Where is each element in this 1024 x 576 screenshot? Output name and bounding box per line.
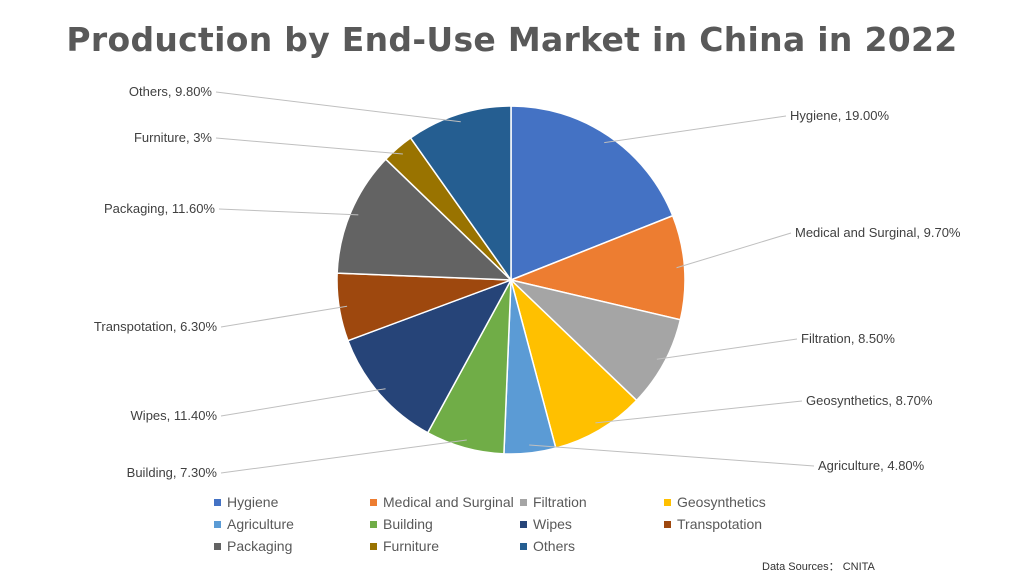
legend-item: Building (370, 516, 433, 532)
legend-label: Transpotation (677, 516, 763, 532)
legend-item: Transpotation (664, 516, 762, 532)
pie-slice-medical-and-surginal (508, 214, 686, 321)
data-label: Filtration, 8.50% (801, 331, 895, 346)
legend-item: Agriculture (214, 516, 294, 532)
legend-label: Packaging (227, 538, 293, 554)
leader-line (220, 439, 467, 474)
legend-item: Wipes (520, 516, 572, 532)
data-label: Geosynthetics, 8.70% (806, 393, 933, 408)
data-label: Transpotation, 6.30% (94, 319, 218, 334)
leader-line (529, 444, 815, 467)
pie-slice-filtration (508, 278, 682, 402)
legend-item: Packaging (214, 538, 292, 554)
legend-label: Medical and Surginal (383, 494, 514, 510)
leader-line (220, 388, 386, 417)
leader-line (218, 208, 359, 216)
data-label: Wipes, 11.40% (131, 408, 218, 423)
legend-swatch (520, 520, 527, 528)
legend-label: Others (533, 538, 576, 554)
legend-item: Geosynthetics (664, 494, 766, 510)
data-label: Agriculture, 4.80% (818, 458, 925, 473)
pie-slice-hygiene (510, 105, 674, 282)
legend-swatch (214, 542, 221, 550)
pie-slice-geosynthetics (509, 277, 638, 450)
legend-label: Furniture (383, 538, 440, 554)
legend-swatch (370, 542, 377, 550)
leader-line (215, 137, 403, 155)
leader-line (215, 91, 461, 123)
leader-line (676, 232, 792, 269)
legend-item: Furniture (370, 538, 439, 554)
legend-swatch (370, 498, 377, 506)
chart-title: Production by End-Use Market in China in… (66, 20, 958, 59)
legend-item: Medical and Surginal (370, 494, 514, 510)
data-label: Medical and Surginal, 9.70% (795, 225, 961, 240)
legend-item: Others (520, 538, 575, 554)
legend-label: Filtration (533, 494, 587, 510)
leader-line (595, 400, 803, 424)
legend-swatch (370, 520, 377, 528)
leader-line (220, 305, 348, 328)
data-label: Others, 9.80% (129, 84, 213, 99)
pie-slice-others (409, 105, 512, 283)
legend-swatch (664, 498, 671, 506)
data-label: Hygiene, 19.00% (790, 108, 889, 123)
legend-swatch (520, 542, 527, 550)
legend-swatch (214, 498, 221, 506)
legend-label: Agriculture (227, 516, 294, 532)
data-label: Building, 7.30% (127, 465, 218, 480)
data-source-note: Data Sources： CNITA (762, 561, 875, 573)
legend-swatch (664, 520, 671, 528)
legend-swatch (214, 520, 221, 528)
legend-label: Geosynthetics (677, 494, 766, 510)
legend-item: Hygiene (214, 494, 278, 510)
legend-item: Filtration (520, 494, 587, 510)
legend-label: Wipes (533, 516, 572, 532)
legend-label: Hygiene (227, 494, 279, 510)
leader-line (656, 338, 798, 360)
leader-line (604, 115, 787, 144)
legend-swatch (520, 498, 527, 506)
pie-slice-packaging (336, 158, 513, 281)
data-label: Packaging, 11.60% (104, 201, 215, 216)
data-label: Furniture, 3% (134, 130, 212, 145)
pie-slice-wipes (346, 278, 513, 434)
legend-label: Building (383, 516, 433, 532)
